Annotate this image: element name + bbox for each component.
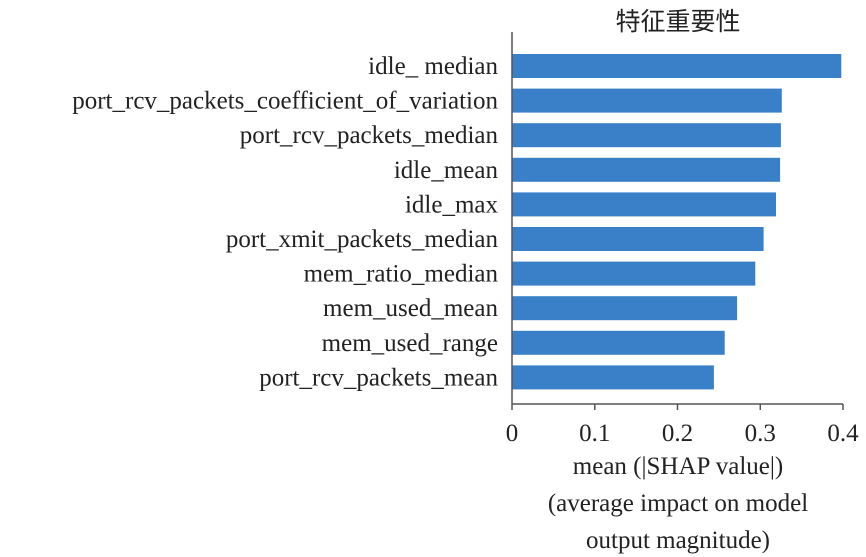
x-tick-label-5: 0.4 [827, 420, 859, 447]
x-tick-label-1: 0 [506, 420, 519, 447]
x-tick-label-3: 0.2 [662, 420, 693, 447]
bar-5 [512, 192, 776, 217]
bar-4 [512, 157, 781, 182]
y-tick-label-8: mem_used_mean [323, 295, 498, 322]
x-tick-label-2: 0.1 [579, 420, 610, 447]
x-axis-label-line-3: output magnitude) [586, 527, 770, 554]
y-tick-label-1: idle_ median [368, 53, 498, 80]
x-tick-label-4: 0.3 [745, 420, 776, 447]
y-tick-label-3: port_rcv_packets_median [240, 122, 499, 149]
bar-2 [512, 88, 782, 113]
bar-3 [512, 123, 781, 148]
y-tick-label-6: port_xmit_packets_median [226, 226, 499, 253]
y-tick-label-9: mem_used_range [322, 330, 498, 357]
bar-6 [512, 227, 764, 251]
bar-9 [512, 330, 725, 355]
bar-7 [512, 261, 756, 286]
x-axis-label-line-2: (average impact on model [548, 490, 808, 517]
y-labels-group: idle_ median port_rcv_packets_coefficient… [72, 53, 498, 391]
chart-title: 特征重要性 [615, 8, 740, 36]
bar-10 [512, 365, 714, 390]
y-tick-label-4: idle_mean [394, 157, 499, 184]
y-tick-label-7: mem_ratio_median [304, 261, 499, 288]
y-tick-label-5: idle_max [405, 191, 499, 218]
bar-1 [512, 54, 842, 78]
x-axis-label-line-1: mean (|SHAP value|) [573, 453, 783, 480]
bar-8 [512, 296, 738, 321]
y-tick-label-10: port_rcv_packets_mean [259, 364, 498, 391]
y-tick-label-2: port_rcv_packets_coefficient_of_variatio… [72, 88, 498, 115]
bars-group [512, 54, 842, 390]
x-ticks-group: 0 0.1 0.2 0.3 0.4 [506, 404, 859, 447]
